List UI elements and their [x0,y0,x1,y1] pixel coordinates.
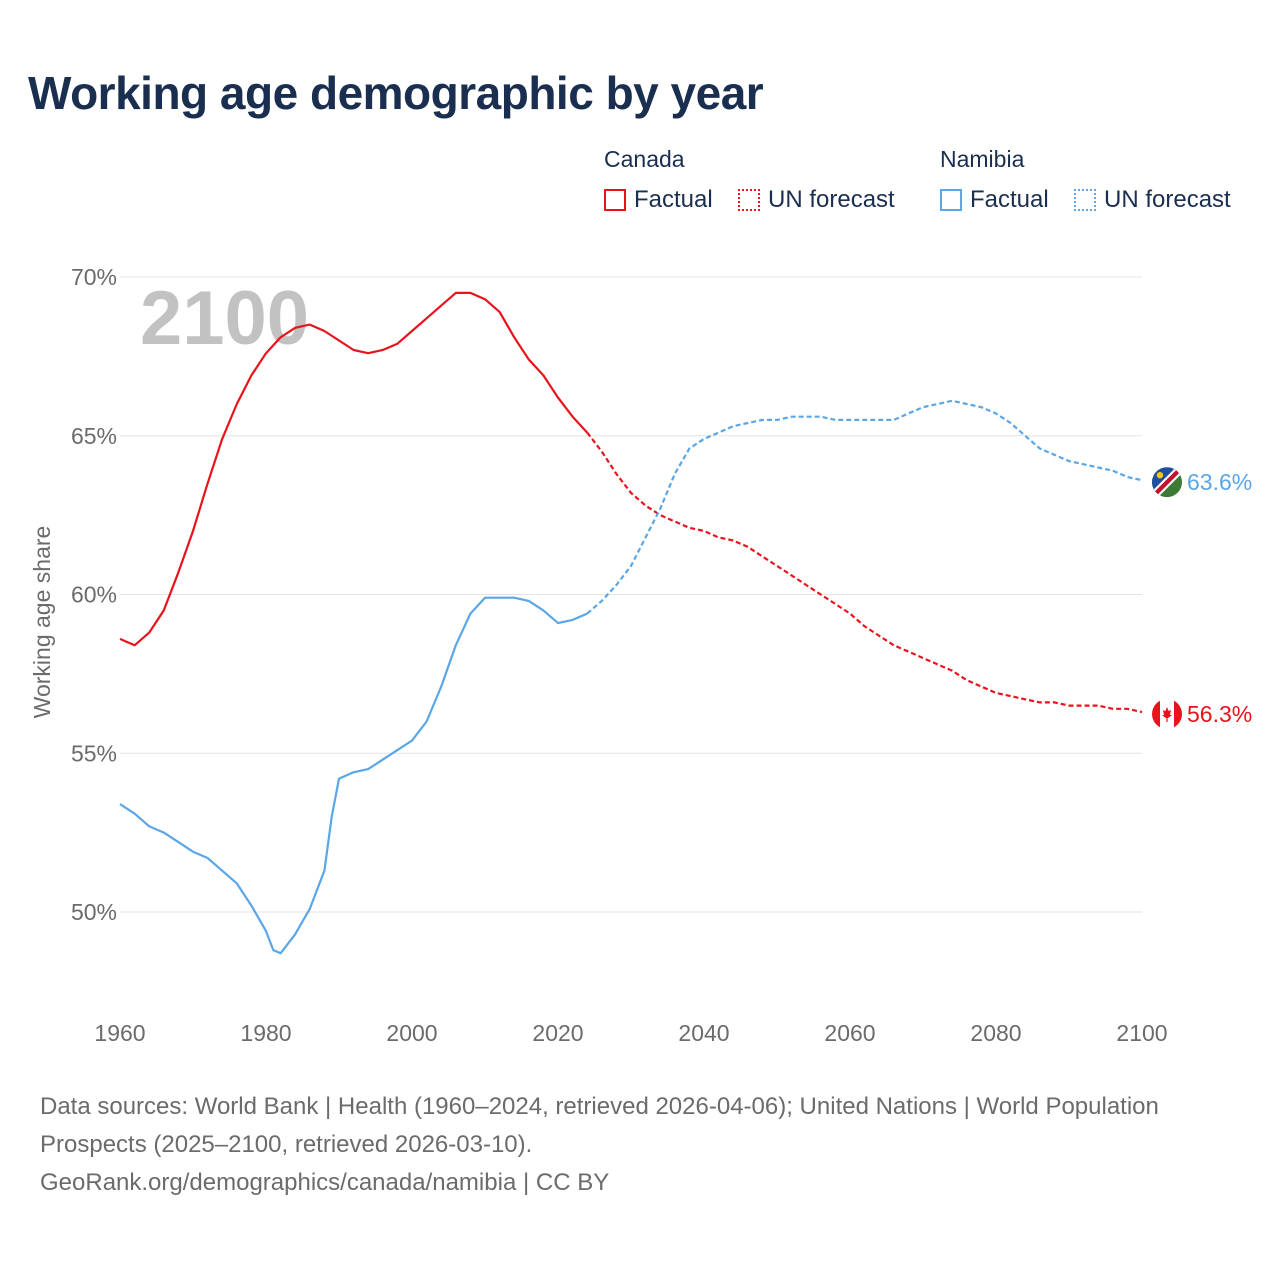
series-line-namibia-factual[interactable] [119,596,588,955]
legend-group-name-namibia: Namibia [940,146,1025,172]
y-tick-label: 50% [71,899,117,925]
chart-title: Working age demographic by year [28,67,764,119]
legend-swatch-solid [604,189,626,211]
footer: Data sources: World Bank | Health (1960–… [40,1088,1230,1202]
legend-entry-namibia-factual[interactable]: Factual [940,186,1049,214]
data-sources-text: Data sources: World Bank | Health (1960–… [40,1093,1159,1158]
end-value-label-namibia: 63.6% [1187,469,1252,495]
legend-label-namibia-factual: Factual [970,186,1049,213]
line-chart: Working age share 50% 55% 60% 65% 70% 1960 198… [29,264,1252,1046]
legend-swatch-solid [940,189,962,211]
x-tick-label: 2080 [970,1020,1021,1046]
namibia-flag-icon [1152,467,1182,498]
gridlines [120,276,1142,913]
legend-swatch-dotted [1074,189,1096,211]
x-tick-label: 1960 [94,1020,145,1046]
series: 56.3% 63.6% [119,291,1252,955]
legend-entry-canada-factual[interactable]: Factual [604,186,713,214]
axes: Working age share 50% 55% 60% 65% 70% 1960 198… [29,264,1168,1046]
y-tick-label: 55% [71,740,117,766]
series-line-canada-factual[interactable] [119,291,589,647]
y-tick-label: 65% [71,423,117,449]
legend-label-canada-forecast: UN forecast [768,186,895,213]
canada-flag-icon [1152,698,1182,729]
y-tick-label: 60% [71,582,117,608]
end-value-label-canada: 56.3% [1187,701,1252,727]
series-line-namibia-forecast[interactable] [586,399,1143,615]
x-tick-label: 2020 [532,1020,583,1046]
legend-swatch-dotted [738,189,760,211]
y-axis-title: Working age share [29,526,55,719]
series-line-canada-forecast[interactable] [586,431,1143,714]
year-watermark: 2100 [140,276,309,361]
legend-entry-namibia-forecast[interactable]: UN forecast [1074,186,1231,214]
legend-entry-canada-forecast[interactable]: UN forecast [738,186,895,214]
x-tick-label: 2100 [1116,1020,1167,1046]
legend-group-name-canada: Canada [604,146,685,172]
x-tick-label: 2000 [386,1020,437,1046]
y-tick-label: 70% [71,264,117,290]
legend-label-namibia-forecast: UN forecast [1104,186,1231,213]
x-tick-label: 2040 [678,1020,729,1046]
x-tick-label: 1980 [240,1020,291,1046]
legend-label-canada-factual: Factual [634,186,713,213]
x-tick-label: 2060 [824,1020,875,1046]
attribution-link[interactable]: GeoRank.org/demographics/canada/namibia … [40,1169,610,1196]
